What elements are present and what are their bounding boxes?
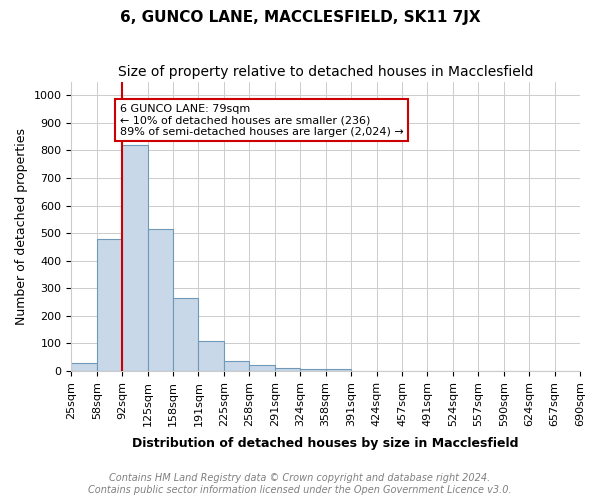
- Bar: [199, 340, 224, 371]
- Bar: [148, 229, 173, 371]
- Text: 6 GUNCO LANE: 79sqm
← 10% of detached houses are smaller (236)
89% of semi-detac: 6 GUNCO LANE: 79sqm ← 10% of detached ho…: [119, 104, 403, 137]
- X-axis label: Distribution of detached houses by size in Macclesfield: Distribution of detached houses by size …: [133, 437, 519, 450]
- Bar: [71, 363, 97, 371]
- Bar: [300, 369, 326, 371]
- Text: 6, GUNCO LANE, MACCLESFIELD, SK11 7JX: 6, GUNCO LANE, MACCLESFIELD, SK11 7JX: [119, 10, 481, 25]
- Bar: [122, 145, 148, 371]
- Bar: [326, 369, 351, 371]
- Bar: [173, 298, 199, 371]
- Text: Contains HM Land Registry data © Crown copyright and database right 2024.
Contai: Contains HM Land Registry data © Crown c…: [88, 474, 512, 495]
- Bar: [224, 360, 250, 371]
- Bar: [250, 365, 275, 371]
- Bar: [275, 368, 300, 371]
- Title: Size of property relative to detached houses in Macclesfield: Size of property relative to detached ho…: [118, 65, 533, 79]
- Y-axis label: Number of detached properties: Number of detached properties: [15, 128, 28, 325]
- Bar: [97, 238, 122, 371]
